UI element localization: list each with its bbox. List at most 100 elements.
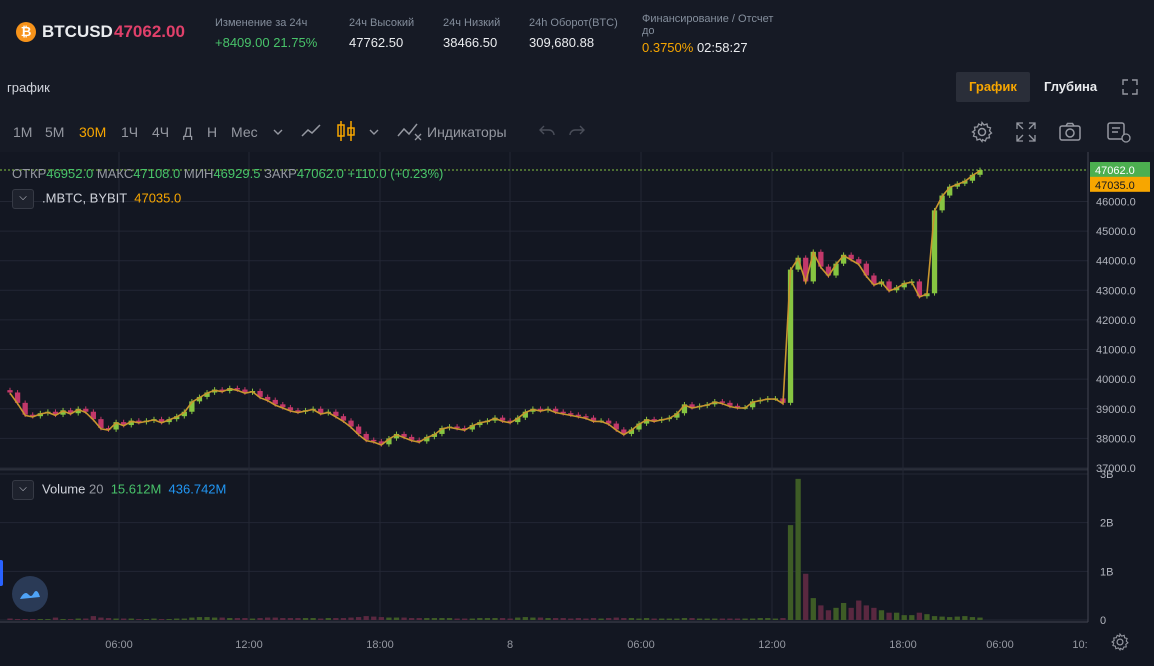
volume-bar (893, 612, 900, 620)
candle-body (886, 281, 892, 291)
undo-icon[interactable] (538, 124, 556, 138)
cloud-logo-icon (20, 591, 40, 599)
timeframe-day[interactable]: Д (183, 124, 193, 140)
index-legend: ⌵ .MBTC, BYBIT 47035.0 (12, 189, 181, 209)
volume-bar (810, 598, 816, 620)
candle-body (590, 417, 597, 421)
price-tick-label: 38000.0 (1096, 433, 1136, 445)
candle-body (113, 422, 119, 430)
left-panel-tab[interactable] (0, 560, 3, 586)
candle-body (916, 281, 923, 297)
volume-bar (318, 618, 324, 620)
candle-body (371, 439, 377, 442)
volume-tick-label: 1B (1100, 566, 1113, 578)
volume-bar (901, 615, 907, 620)
tradingview-logo[interactable] (12, 576, 48, 612)
candle-body (681, 404, 688, 414)
candle-body (83, 408, 89, 412)
volume-bar (696, 618, 703, 620)
candle-body (234, 388, 240, 390)
volume-bar (219, 617, 225, 620)
volume-bar (204, 617, 210, 620)
candle-body (75, 408, 81, 414)
tab-chart[interactable]: График (956, 72, 1030, 102)
collapse-volume-button[interactable]: ⌵ (12, 480, 34, 500)
layout-settings-icon[interactable] (1105, 120, 1133, 144)
price-chart[interactable]: 06:00 12:00 18:00 8 06:00 12:00 18:00 06:00 10: 3… (0, 152, 1154, 666)
stat-label: до (642, 25, 655, 37)
candle-body (969, 174, 976, 181)
volume-bar (871, 607, 877, 620)
volume-bar (681, 618, 688, 620)
close-value: 47062.0 (296, 166, 344, 181)
candle-body (643, 419, 650, 424)
timeframe-30m[interactable]: 30M (79, 124, 107, 140)
time-tick-label: 8 (507, 639, 513, 651)
timeframe-4h[interactable]: 4Ч (152, 124, 170, 140)
axes: 06:00 12:00 18:00 8 06:00 12:00 18:00 06:00 10: 3… (0, 152, 1154, 666)
candlestick-icon[interactable] (335, 118, 357, 144)
symbol-name[interactable]: BTCUSD (42, 22, 113, 41)
candle-body (787, 269, 794, 403)
volume-bar (439, 618, 445, 620)
volume-bar (30, 619, 36, 620)
volume-bar (757, 618, 763, 620)
volume-bar (348, 617, 354, 620)
chart-background (0, 152, 1088, 622)
chart-toolbar: 1M 5M 30M 1Ч 4Ч Д Н Мес Индикаторы (0, 112, 1154, 153)
volume-bar (121, 618, 127, 620)
volume-bar (128, 618, 134, 620)
candle-body (105, 428, 112, 430)
candle-body (257, 391, 263, 397)
chevron-down-icon[interactable] (272, 127, 284, 137)
timeframe-month[interactable]: Мес (231, 124, 258, 140)
volume-bar (583, 618, 589, 620)
chart-header: график График Глубина (0, 62, 1154, 112)
timeframe-5m[interactable]: 5M (45, 124, 65, 140)
timeframe-1h[interactable]: 1Ч (121, 124, 139, 140)
volume-bar (105, 618, 112, 620)
tab-depth[interactable]: Глубина (1044, 79, 1098, 94)
candle-body (727, 402, 733, 406)
fullscreen-icon[interactable] (1122, 79, 1138, 95)
high-label: МАКС (96, 166, 134, 181)
settings-gear-icon[interactable] (970, 120, 994, 144)
candle-body (348, 420, 354, 427)
line-chart-icon[interactable] (300, 120, 322, 142)
timeframe-1m[interactable]: 1M (13, 124, 33, 140)
price-tick-label: 41000.0 (1096, 345, 1136, 357)
volume-bar (325, 618, 331, 620)
indicators-icon[interactable] (396, 120, 424, 142)
candle-body (810, 251, 816, 282)
candle-body (636, 423, 642, 430)
stat-low: 24ч Низкий 38466.50 (443, 17, 500, 50)
redo-icon[interactable] (568, 124, 586, 138)
volume-bar (598, 618, 604, 620)
stat-label: Изменение за 24ч (215, 17, 308, 29)
stat-value: +8409.00 21.75% (215, 35, 318, 50)
last-price-tag (1090, 162, 1150, 178)
last-price: 47062.00 (114, 22, 185, 41)
candle-body (947, 186, 953, 196)
volume-bar (477, 618, 483, 620)
stat-turnover: 24h Оборот(BTC) 309,680.88 (529, 17, 618, 50)
expand-arrows-icon[interactable] (1015, 121, 1037, 143)
candle-body (606, 420, 612, 424)
candle-body (833, 263, 839, 276)
volume-tick-label: 0 (1100, 615, 1106, 627)
camera-icon[interactable] (1058, 121, 1082, 143)
price-tick-label: 42000.0 (1096, 315, 1136, 327)
volume-bar (7, 618, 13, 620)
candle-body (628, 429, 635, 434)
axis-settings-gear-icon[interactable] (1110, 632, 1130, 652)
volume-bar (719, 618, 725, 620)
candle-body (901, 282, 907, 288)
volume-bar (772, 618, 779, 620)
volume-bar (462, 618, 468, 620)
volume-bar (674, 618, 680, 620)
collapse-index-button[interactable]: ⌵ (12, 189, 34, 209)
timeframe-week[interactable]: Н (207, 124, 218, 140)
indicators-button[interactable]: Индикаторы (427, 124, 507, 140)
chevron-down-icon[interactable] (368, 127, 380, 137)
candle-body (734, 405, 741, 408)
